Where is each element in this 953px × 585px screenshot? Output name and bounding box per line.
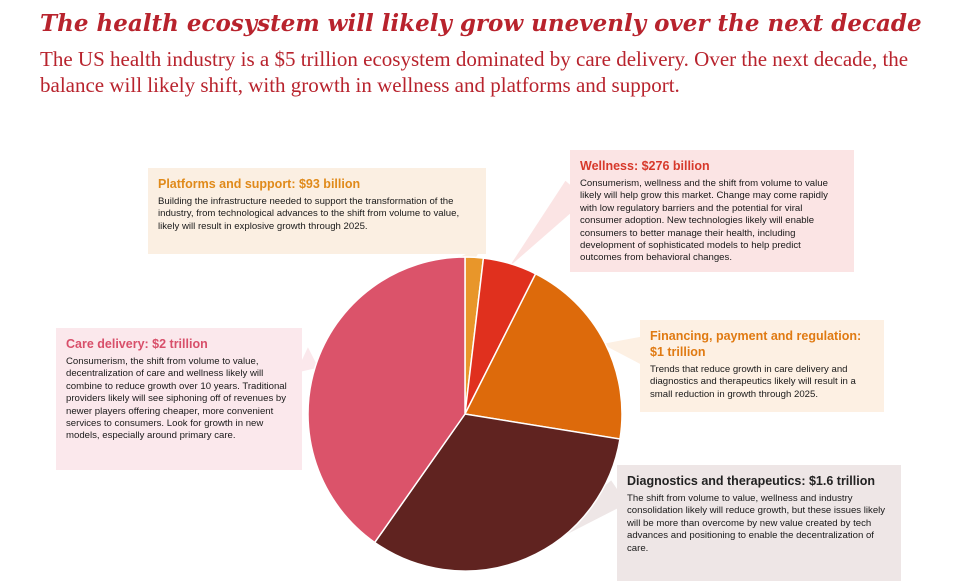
callout-diagnostics-and-therapeutics: Diagnostics and therapeutics: $1.6 trill… <box>617 465 901 581</box>
callout-wellness: Wellness: $276 billion Consumerism, well… <box>570 150 854 272</box>
callout-body: Trends that reduce growth in care delive… <box>650 364 856 400</box>
callout-body: The shift from volume to value, wellness… <box>627 493 886 554</box>
pie-slice-diagnostics-and-therapeutics <box>373 413 621 572</box>
callout-body: Consumerism, the shift from volume to va… <box>66 356 287 442</box>
callout-pointer <box>602 336 645 364</box>
callout-heading: Diagnostics and therapeutics: $1.6 trill… <box>627 474 875 488</box>
callout-financing-payment-regulation: Financing, payment and regulation: $1 tr… <box>640 320 884 412</box>
callout-body: Building the infrastructure needed to su… <box>158 196 460 232</box>
callout-heading: Wellness: $276 billion <box>580 159 710 173</box>
callout-pointer <box>509 180 587 267</box>
callout-heading: Platforms and support: $93 billion <box>158 177 361 191</box>
pie-slice-financing-payment-and-regulation <box>463 272 623 440</box>
pie-slices <box>307 256 623 572</box>
page-subtitle: The US health industry is a $5 trillion … <box>40 47 909 97</box>
callout-heading: Financing, payment and regulation: $1 tr… <box>650 329 862 359</box>
callout-heading: Care delivery: $2 trillion <box>66 337 208 351</box>
callout-care-delivery: Care delivery: $2 trillion Consumerism, … <box>56 328 302 470</box>
page-title: The health ecosystem will likely grow un… <box>40 10 922 37</box>
callout-platforms-and-support: Platforms and support: $93 billion Build… <box>148 168 486 254</box>
pie-slice-care-delivery <box>307 256 466 544</box>
callout-body: Consumerism, wellness and the shift from… <box>580 178 828 264</box>
